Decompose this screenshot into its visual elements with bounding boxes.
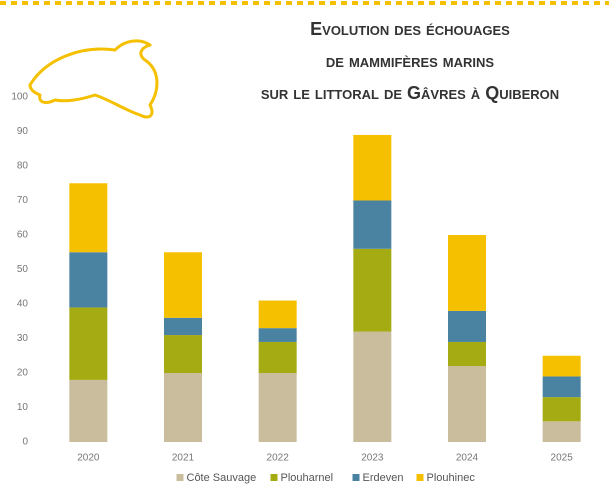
bar-segment <box>542 397 581 422</box>
bar-segment <box>448 310 486 342</box>
y-tick-label: 10 <box>17 402 29 413</box>
bar-segment <box>353 248 392 332</box>
y-tick-label: 90 <box>17 126 29 137</box>
y-tick-label: 20 <box>17 368 29 379</box>
y-tick-label: 0 <box>22 437 28 448</box>
chart-title: sur le littoral de Gâvres à Quiberon <box>261 83 559 103</box>
bar-segment <box>258 341 297 373</box>
y-tick-label: 50 <box>17 264 29 275</box>
chart-title: Evolution des échouages <box>310 19 510 39</box>
bar-segment <box>258 328 297 342</box>
bar-segment <box>448 366 486 442</box>
bar-segment <box>353 200 392 249</box>
bar-segment <box>69 307 108 380</box>
bar-segment <box>69 183 108 253</box>
bar-segment <box>448 235 486 311</box>
legend-swatch <box>176 474 184 481</box>
bar-segment <box>353 134 392 201</box>
x-tick-label: 2023 <box>361 453 384 464</box>
legend-label: Erdeven <box>363 472 404 484</box>
bar-segment <box>258 300 297 329</box>
legend-swatch <box>416 474 424 481</box>
x-tick-label: 2020 <box>77 453 100 464</box>
dolphin-logo <box>28 39 159 119</box>
x-tick-label: 2025 <box>551 453 574 464</box>
bar-segment <box>542 376 581 398</box>
y-tick-label: 60 <box>17 230 29 241</box>
y-tick-label: 100 <box>11 92 28 103</box>
bar-segment <box>164 252 202 318</box>
bar-segment <box>448 341 486 367</box>
bar-segment <box>164 335 202 373</box>
bar-segment <box>542 421 581 442</box>
bar-segment <box>69 252 108 308</box>
x-tick-label: 2024 <box>456 453 479 464</box>
legend-label: Plouharnel <box>281 472 334 484</box>
y-tick-label: 80 <box>17 161 29 172</box>
bar-segment <box>164 373 202 442</box>
legend-swatch <box>270 474 278 481</box>
bar-segment <box>164 317 202 336</box>
x-tick-label: 2021 <box>172 453 195 464</box>
bar-segment <box>353 331 392 442</box>
legend-label: Côte Sauvage <box>187 472 257 484</box>
legend-label: Plouhinec <box>427 472 476 484</box>
bar-segment <box>542 355 581 377</box>
y-tick-label: 40 <box>17 299 29 310</box>
y-tick-label: 30 <box>17 333 29 344</box>
x-tick-label: 2022 <box>267 453 290 464</box>
y-tick-label: 70 <box>17 195 29 206</box>
legend-swatch <box>352 474 360 481</box>
bar-segment <box>258 373 297 442</box>
chart-title: de mammifères marins <box>326 51 494 71</box>
bar-segment <box>69 379 108 442</box>
